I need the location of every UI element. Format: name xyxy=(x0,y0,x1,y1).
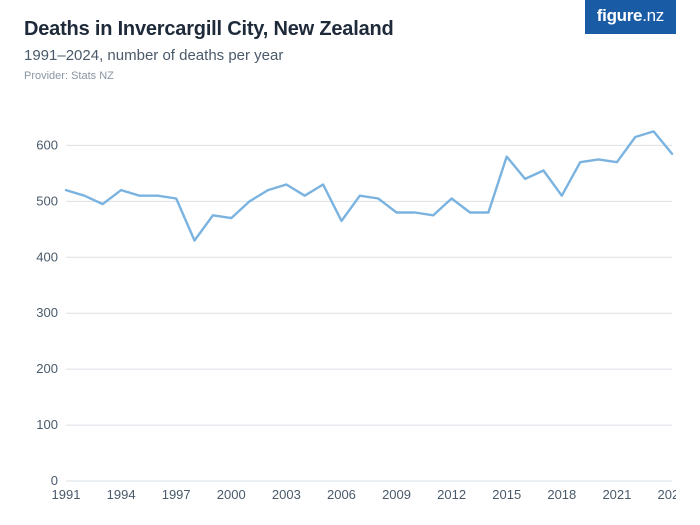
x-axis-label: 2021 xyxy=(602,487,631,502)
x-axis-label: 2024 xyxy=(658,487,676,502)
line-chart: 0 100 200 300 400 500 600 1991 1994 1997 2000 2003 2… xyxy=(24,115,676,507)
logo-text-a: figure xyxy=(597,6,642,25)
y-axis-label: 500 xyxy=(36,193,58,208)
x-axis-label: 2009 xyxy=(382,487,411,502)
x-axis-label: 2018 xyxy=(547,487,576,502)
chart-subtitle: 1991–2024, number of deaths per year xyxy=(24,47,676,64)
chart-area: 0 100 200 300 400 500 600 1991 1994 1997 2000 2003 2… xyxy=(24,115,676,507)
chart-provider: Provider: Stats NZ xyxy=(24,70,676,82)
x-axis-label: 1994 xyxy=(107,487,136,502)
chart-title: Deaths in Invercargill City, New Zealand xyxy=(24,18,676,41)
y-axis-label: 400 xyxy=(36,249,58,264)
logo-text-b: .nz xyxy=(642,6,664,25)
y-axis-label: 200 xyxy=(36,361,58,376)
x-axis-label: 2015 xyxy=(492,487,521,502)
x-axis-label: 1997 xyxy=(162,487,191,502)
x-axis-label: 2000 xyxy=(217,487,246,502)
x-axis-label: 1991 xyxy=(52,487,81,502)
x-axis-label: 2003 xyxy=(272,487,301,502)
y-axis-label: 0 xyxy=(51,473,58,488)
y-axis-label: 100 xyxy=(36,417,58,432)
data-line xyxy=(66,131,672,240)
x-axis-label: 2006 xyxy=(327,487,356,502)
y-axis-label: 300 xyxy=(36,305,58,320)
logo-badge: figure.nz xyxy=(585,0,676,34)
x-axis-label: 2012 xyxy=(437,487,466,502)
y-axis-label: 600 xyxy=(36,137,58,152)
